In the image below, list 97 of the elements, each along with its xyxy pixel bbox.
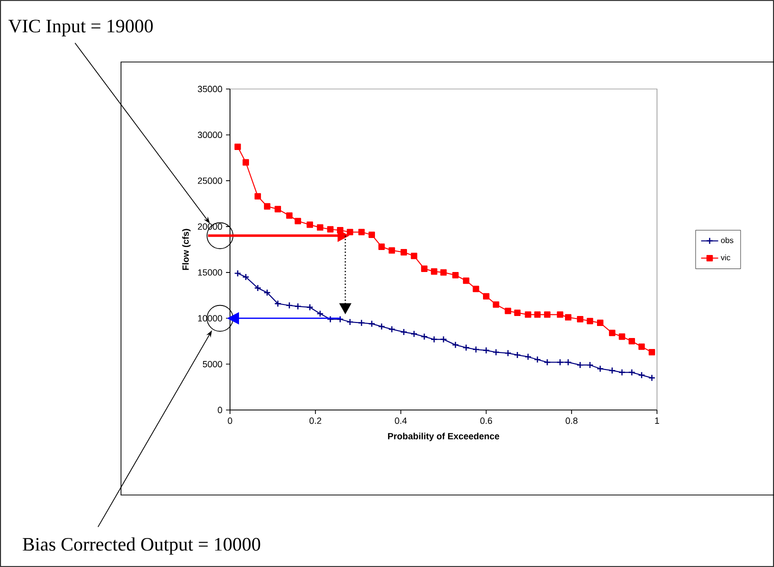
point bbox=[326, 316, 334, 323]
point bbox=[358, 319, 366, 326]
point bbox=[378, 322, 386, 330]
point bbox=[400, 328, 408, 336]
point bbox=[638, 344, 645, 350]
point bbox=[306, 222, 314, 228]
point bbox=[358, 228, 365, 236]
x-tick-label: 0.2 bbox=[309, 418, 322, 424]
point bbox=[608, 330, 616, 336]
x-tick-label: 0.6 bbox=[480, 418, 492, 424]
point bbox=[504, 350, 512, 357]
point bbox=[410, 252, 418, 260]
y-tick-label: 15000 bbox=[198, 269, 222, 276]
point bbox=[420, 333, 428, 340]
point bbox=[452, 341, 460, 348]
point bbox=[452, 272, 459, 278]
point bbox=[524, 353, 532, 360]
point bbox=[597, 320, 604, 326]
y-axis-title: Flow (cfs) bbox=[182, 228, 191, 270]
point bbox=[504, 308, 512, 314]
point bbox=[254, 284, 262, 292]
point bbox=[596, 365, 604, 372]
point bbox=[242, 273, 250, 281]
point bbox=[514, 351, 521, 359]
point bbox=[638, 372, 646, 379]
y-tick-label: 35000 bbox=[198, 86, 222, 92]
point bbox=[586, 318, 594, 324]
point bbox=[286, 212, 293, 219]
point bbox=[618, 333, 626, 340]
point bbox=[368, 320, 376, 328]
point bbox=[410, 330, 418, 338]
legend-label: obs bbox=[721, 237, 734, 244]
text: Bias Corrected Output = 10000 bbox=[22, 537, 260, 555]
point bbox=[556, 311, 564, 318]
point bbox=[440, 336, 448, 343]
point bbox=[492, 348, 500, 356]
point bbox=[472, 346, 480, 354]
point bbox=[336, 316, 344, 323]
text: VIC Input = 19000 bbox=[8, 20, 153, 36]
point bbox=[544, 311, 550, 318]
point bbox=[524, 311, 532, 318]
point bbox=[388, 247, 396, 254]
x-tick-label: 0.4 bbox=[394, 418, 407, 424]
point bbox=[388, 326, 396, 333]
point bbox=[534, 356, 542, 364]
point bbox=[264, 203, 270, 210]
x-axis-title: Probability of Exceedence bbox=[388, 432, 500, 442]
point bbox=[483, 293, 490, 300]
point bbox=[462, 344, 470, 352]
point bbox=[378, 244, 385, 250]
point bbox=[242, 159, 250, 166]
x-tick-label: 0 bbox=[228, 418, 232, 424]
point bbox=[306, 304, 314, 311]
point bbox=[327, 226, 334, 233]
point bbox=[628, 338, 636, 344]
point bbox=[346, 228, 354, 236]
point bbox=[254, 193, 261, 200]
point bbox=[274, 206, 282, 212]
point bbox=[400, 249, 407, 256]
point bbox=[430, 268, 438, 275]
point bbox=[421, 266, 428, 272]
point bbox=[576, 316, 584, 322]
point bbox=[472, 286, 480, 292]
point bbox=[294, 218, 302, 224]
point bbox=[628, 368, 636, 376]
x-tick-label: 0.8 bbox=[566, 418, 578, 424]
point bbox=[608, 366, 616, 374]
point bbox=[316, 310, 324, 318]
point bbox=[294, 302, 302, 310]
point bbox=[430, 336, 438, 343]
point bbox=[514, 310, 521, 316]
y-tick-label: 5000 bbox=[202, 360, 222, 368]
y-tick-label: 30000 bbox=[198, 132, 222, 138]
point bbox=[264, 288, 271, 296]
point bbox=[492, 301, 500, 308]
point bbox=[586, 361, 594, 369]
point bbox=[234, 144, 241, 150]
x-tick-label: 1 bbox=[655, 418, 660, 424]
point bbox=[482, 346, 490, 354]
point bbox=[368, 232, 375, 238]
point bbox=[274, 300, 282, 308]
legend-label: vic bbox=[720, 254, 730, 260]
point bbox=[316, 224, 324, 231]
point bbox=[346, 318, 354, 326]
point bbox=[564, 314, 572, 321]
point bbox=[544, 358, 551, 366]
point bbox=[462, 277, 470, 284]
point bbox=[440, 269, 447, 276]
point bbox=[564, 358, 572, 366]
point bbox=[648, 349, 656, 356]
y-tick-label: 0 bbox=[218, 406, 222, 414]
y-tick-label: 25000 bbox=[198, 178, 222, 184]
point bbox=[286, 302, 293, 310]
point bbox=[618, 368, 626, 376]
point bbox=[576, 361, 584, 369]
point bbox=[556, 358, 564, 366]
point bbox=[534, 311, 541, 318]
